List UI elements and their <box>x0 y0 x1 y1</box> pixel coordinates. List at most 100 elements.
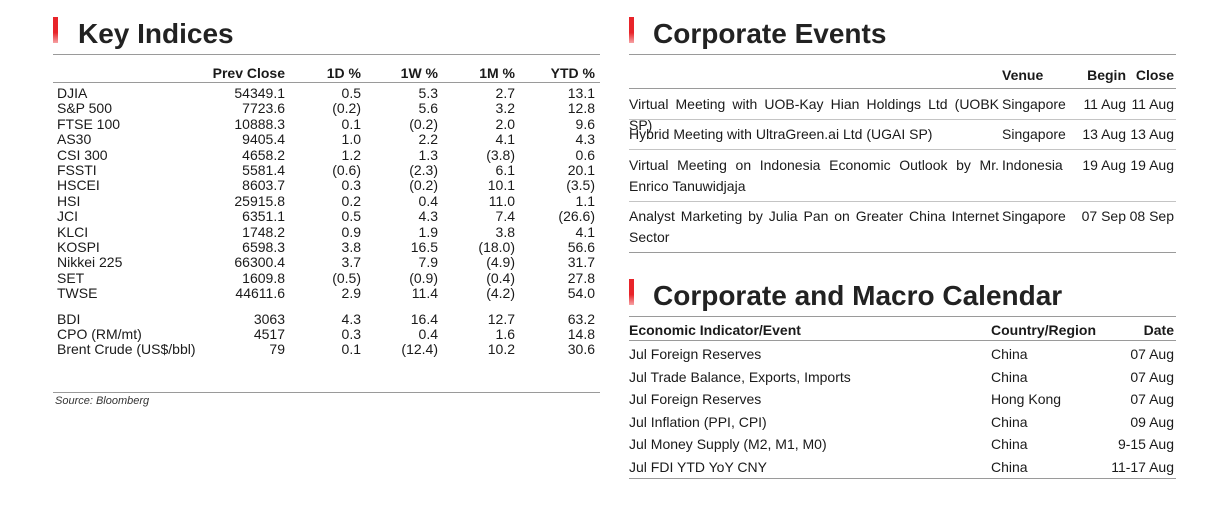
ytd-change: 13.1 <box>567 85 595 101</box>
key-indices-accent-bar <box>53 17 58 43</box>
event-name: Virtual Meeting on Indonesia Economic Ou… <box>629 157 999 194</box>
1w-change: 0.4 <box>418 326 438 342</box>
header-1d: 1D % <box>326 65 361 81</box>
1w-change: 16.5 <box>410 239 438 255</box>
key-indices-row: DJIA 54349.1 0.5 5.3 2.7 13.1 <box>55 86 600 101</box>
prev-close-value: 44611.6 <box>235 285 285 302</box>
header-prev-close: Prev Close <box>212 65 285 81</box>
corporate-events-accent-bar <box>629 17 634 43</box>
1w-change: 5.3 <box>418 85 438 101</box>
prev-close-value: 3063 <box>253 310 285 327</box>
1w-change: (12.4) <box>401 341 438 358</box>
prev-close-value: 10888.3 <box>234 115 285 132</box>
calendar-title: Corporate and Macro Calendar <box>653 280 1063 311</box>
index-name: HSCEI <box>57 177 100 194</box>
1w-change: (0.2) <box>409 115 438 132</box>
1w-change: 4.3 <box>418 208 438 225</box>
key-indices-row: KOSPI 6598.3 3.8 16.5 (18.0) 56.6 <box>55 240 600 255</box>
1m-change: 11.0 <box>488 192 515 209</box>
key-indices-row: BDI 3063 4.3 16.4 12.7 63.2 <box>55 310 600 327</box>
1d-change: 3.7 <box>341 254 361 271</box>
ytd-change: 12.8 <box>567 100 595 117</box>
1m-change: 7.4 <box>495 208 515 225</box>
1d-change: (0.6) <box>332 162 361 178</box>
header-1m: 1M % <box>479 65 515 81</box>
event-begin: 19 Aug <box>1082 157 1126 173</box>
calendar-date: 9-15 Aug <box>1117 436 1174 453</box>
1w-change: 0.4 <box>418 192 438 209</box>
1w-change: 5.6 <box>418 100 438 117</box>
key-indices-row: FSSTI 5581.4 (0.6) (2.3) 6.1 20.1 <box>55 163 600 178</box>
calendar-date: 07 Aug <box>1130 391 1174 408</box>
calendar-event: Jul Inflation (PPI, CPI) <box>629 413 767 430</box>
ytd-change: 0.6 <box>575 146 595 163</box>
calendar-header-rule <box>629 340 1176 341</box>
1w-change: 1.3 <box>418 146 438 163</box>
index-name: SET <box>57 269 85 286</box>
1m-change: 6.1 <box>495 162 515 178</box>
prev-close-value: 79 <box>269 341 285 358</box>
header-1w: 1W % <box>400 65 438 81</box>
1m-change: 3.8 <box>495 223 515 240</box>
calendar-country: China <box>991 368 1028 385</box>
1d-change: (0.2) <box>332 100 361 117</box>
key-indices-bottom-rule <box>53 392 600 393</box>
key-indices-row: TWSE 44611.6 2.9 11.4 (4.2) 54.0 <box>55 286 600 301</box>
event-venue: Singapore <box>1002 96 1066 112</box>
index-name: FSSTI <box>57 162 97 178</box>
1m-change: (0.4) <box>486 269 515 286</box>
prev-close-value: 4658.2 <box>242 146 285 163</box>
header-begin: Begin <box>1087 67 1126 83</box>
key-indices-row: CSI 300 4658.2 1.2 1.3 (3.8) 0.6 <box>55 146 600 163</box>
header-date: Date <box>1143 322 1174 338</box>
1w-change: 1.9 <box>418 223 438 240</box>
prev-close-value: 8603.7 <box>242 177 285 194</box>
ytd-change: 4.1 <box>575 223 595 240</box>
header-venue: Venue <box>1002 67 1044 83</box>
1w-change: (0.9) <box>409 269 438 286</box>
1d-change: 0.1 <box>341 115 361 132</box>
index-name: DJIA <box>57 85 88 101</box>
event-name: Hybrid Meeting with UltraGreen.ai Ltd (U… <box>629 126 933 142</box>
row-divider <box>629 149 1176 150</box>
key-indices-row: S&P 500 7723.6 (0.2) 5.6 3.2 12.8 <box>55 101 600 116</box>
1m-change: (3.8) <box>486 146 515 163</box>
1d-change: 0.5 <box>341 85 361 101</box>
1d-change: 0.9 <box>341 223 361 240</box>
index-name: AS30 <box>57 131 92 148</box>
1w-change: 16.4 <box>410 310 438 327</box>
index-name: CPO (RM/mt) <box>57 326 142 342</box>
key-indices-row: CPO (RM/mt) 4517 0.3 0.4 1.6 14.8 <box>55 327 600 342</box>
1d-change: 1.2 <box>341 146 361 163</box>
header-economic-indicator: Economic Indicator/Event <box>629 322 801 338</box>
1m-change: (4.9) <box>486 254 515 271</box>
event-name: Analyst Marketing by Julia Pan on Greate… <box>629 208 999 245</box>
key-indices-top-rule <box>53 54 600 55</box>
ytd-change: 9.6 <box>575 115 595 132</box>
1m-change: 3.2 <box>495 100 515 117</box>
index-name: TWSE <box>57 285 98 302</box>
index-name: HSI <box>57 192 81 209</box>
calendar-date: 07 Aug <box>1130 346 1174 362</box>
1m-change: 1.6 <box>495 326 515 342</box>
calendar-accent-bar <box>629 279 634 305</box>
ytd-change: (3.5) <box>566 177 595 194</box>
event-close: 11 Aug <box>1131 96 1174 112</box>
index-name: Brent Crude (US$/bbl) <box>57 341 196 358</box>
index-name: Nikkei 225 <box>57 254 123 271</box>
calendar-event: Jul Trade Balance, Exports, Imports <box>629 368 851 385</box>
ytd-change: 63.2 <box>567 310 595 327</box>
ytd-change: 1.1 <box>575 192 595 209</box>
prev-close-value: 9405.4 <box>242 131 285 148</box>
row-divider <box>629 201 1176 202</box>
index-name: JCI <box>57 208 78 225</box>
key-indices-row: JCI 6351.1 0.5 4.3 7.4 (26.6) <box>55 209 600 224</box>
calendar-country: China <box>991 459 1028 475</box>
1w-change: 11.4 <box>411 285 438 302</box>
prev-close-value: 54349.1 <box>234 85 285 101</box>
key-indices-row: HSCEI 8603.7 0.3 (0.2) 10.1 (3.5) <box>55 178 600 193</box>
prev-close-value: 5581.4 <box>242 162 285 178</box>
prev-close-value: 1609.8 <box>242 269 285 286</box>
calendar-event: Jul FDI YTD YoY CNY <box>629 459 767 475</box>
event-name: Virtual Meeting with UOB-Kay Hian Holdin… <box>629 96 999 133</box>
